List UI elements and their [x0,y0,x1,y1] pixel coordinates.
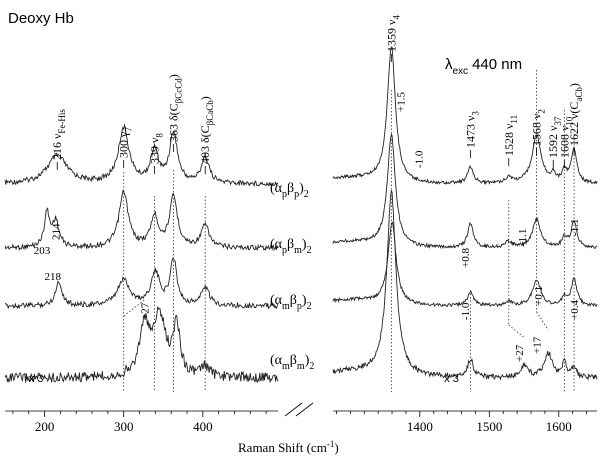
axis-break-mark [284,402,303,417]
delta-annotation: +27 [139,302,151,320]
peak-label: 1622 ν(CaCb) [567,83,584,146]
sample-label: (αpβm)2 [270,237,312,256]
x-axis-title: Raman Shift (cm-1) [238,439,339,455]
axis-break-mark [295,402,314,417]
peak-label: 1592 ν37 [546,116,563,158]
delta-annotation: +17 [532,336,544,354]
spectrum-trace [332,46,598,185]
delta-annotation: -1.0 [460,302,472,320]
peak-label: 1608 ν10 [557,116,574,158]
spectrum-trace [332,133,598,250]
spectra-group [4,46,598,384]
x-tick-label: 200 [35,419,55,434]
peak-labels: 216 νFe-His 300 γ7 339 ν8 363 δ(CβCcCd) 403 … [50,15,584,174]
delta-annotation: -1.1 [517,229,529,246]
peak-label: 403 δ(CβCaCb) [198,96,215,164]
delta-annotation: +0.1 [533,286,545,306]
sample-label: (αmβm)2 [270,353,314,372]
guide-lines [123,70,575,392]
peak-label: 1473 ν3 [464,111,481,148]
x-tick-label: 1500 [476,419,502,434]
x-axis: 200 300 400 1400 1500 1600 [5,402,597,434]
delta-annotation: +0.8 [460,248,472,268]
peak-label: 339 ν8 [148,133,165,164]
shift-guide-line [123,299,145,317]
spectrum-trace [4,123,279,188]
delta-annotation: +1.5 [395,92,407,112]
peak-label: 216 νFe-His [50,109,67,160]
sample-label: (αpβp)2 [270,181,309,200]
delta-annotation: +0.4 [569,300,581,320]
spectrum-trace [4,257,279,310]
peak-label: 1528 ν11 [502,115,519,156]
excitation-wavelength-label: λexc 440 nm [445,56,522,77]
sample-labels: (αpβp)2 (αpβm)2 (αmβp)2 (αmβm)2 [270,181,314,372]
shift-guide-line [508,324,525,339]
delta-annotation: -1.0 [413,150,425,168]
x-tick-label: 400 [193,419,213,434]
peak-label: 363 δ(CβCcCd) [167,74,184,142]
scale-factor-label: x 3 [444,373,459,385]
delta-annotation: 203 [34,245,51,257]
delta-annotation: +27 [514,344,526,362]
delta-annotation: 214 [51,223,63,240]
spectrum-trace [332,221,598,308]
x-tick-label: 300 [114,419,134,434]
spectrum-trace [4,306,279,384]
shift-guide-line [536,311,549,331]
peak-label: 1359 ν4 [384,15,401,52]
chart-title: Deoxy Hb [8,10,74,27]
x-tick-label: 1600 [546,419,572,434]
peak-label: 300 γ7 [117,127,134,158]
x-tick-label: 1400 [407,419,433,434]
delta-annotation: -1.1 [569,219,581,236]
delta-annotation: 218 [45,271,62,283]
spectrum-trace [332,190,598,381]
peak-label: 1568 ν2 [530,109,547,146]
spectrum-trace [4,190,279,252]
scale-factor-label: x 3 [29,373,44,385]
sample-label: (αmβp)2 [270,293,312,312]
